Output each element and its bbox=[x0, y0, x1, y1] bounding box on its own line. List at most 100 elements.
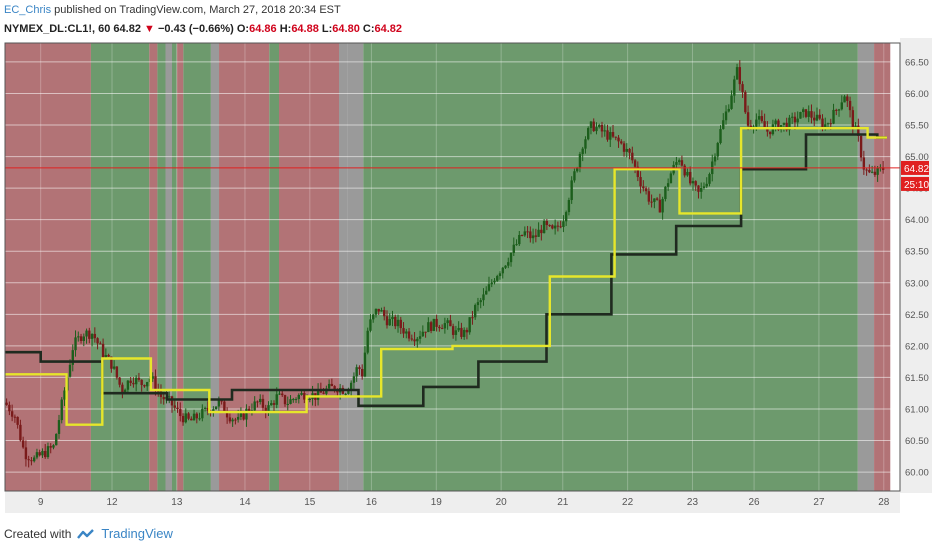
candle-up bbox=[201, 408, 204, 419]
candle-up bbox=[104, 354, 108, 358]
x-tick-label: 15 bbox=[304, 497, 316, 508]
candle-down bbox=[181, 416, 185, 423]
candle-up bbox=[278, 393, 281, 395]
footer: Created with TradingView bbox=[4, 526, 173, 541]
candle-up bbox=[432, 318, 436, 331]
countdown-label: 25:10 bbox=[904, 180, 929, 191]
candle-up bbox=[245, 408, 248, 420]
candle-down bbox=[848, 100, 852, 111]
indicator-lines bbox=[5, 126, 900, 426]
symbol-interval[interactable]: NYMEX_DL:CL1!, 60 bbox=[4, 23, 111, 35]
candle-down bbox=[529, 231, 532, 239]
candle-down bbox=[622, 143, 626, 152]
zone-green bbox=[183, 43, 211, 491]
candle-up bbox=[391, 316, 394, 320]
candle-up bbox=[421, 331, 425, 337]
candle-down bbox=[644, 188, 648, 192]
candle-down bbox=[551, 225, 554, 229]
candle-up bbox=[123, 389, 127, 393]
candle-down bbox=[247, 408, 251, 411]
candle-down bbox=[79, 336, 83, 341]
candle-up bbox=[757, 116, 761, 120]
candle-down bbox=[540, 229, 543, 234]
y-tick-label: 63.00 bbox=[905, 278, 929, 289]
candle-down bbox=[107, 354, 110, 357]
candle-up bbox=[446, 320, 449, 324]
x-tick-label: 27 bbox=[813, 497, 825, 508]
publisher-username[interactable]: EC_Chris bbox=[4, 4, 52, 16]
candle-up bbox=[653, 198, 656, 202]
candle-down bbox=[683, 165, 686, 176]
candle-up bbox=[60, 399, 63, 421]
candle-down bbox=[399, 319, 402, 329]
candle-down bbox=[173, 405, 176, 408]
candle-down bbox=[680, 160, 684, 166]
y-tick-label: 60.00 bbox=[905, 468, 929, 479]
tradingview-brand[interactable]: TradingView bbox=[101, 526, 173, 541]
candle-up bbox=[347, 390, 350, 394]
candle-up bbox=[837, 109, 841, 111]
candle-up bbox=[82, 336, 85, 341]
candle-down bbox=[264, 407, 267, 412]
candles bbox=[5, 60, 885, 468]
publish-header: EC_Chris published on TradingView.com, M… bbox=[4, 4, 341, 16]
candle-down bbox=[121, 384, 124, 393]
candle-up bbox=[55, 433, 58, 446]
candle-down bbox=[766, 128, 769, 132]
candle-up bbox=[501, 267, 504, 274]
candle-down bbox=[385, 316, 389, 326]
candle-up bbox=[275, 394, 278, 405]
candle-down bbox=[195, 413, 199, 419]
candle-down bbox=[242, 413, 245, 420]
candle-up bbox=[512, 244, 515, 253]
candle-up bbox=[815, 114, 819, 121]
candle-down bbox=[741, 84, 744, 93]
candle-down bbox=[137, 377, 141, 380]
candle-down bbox=[360, 368, 364, 377]
candle-up bbox=[253, 401, 256, 411]
candle-up bbox=[570, 180, 573, 201]
candle-down bbox=[303, 392, 306, 400]
candle-down bbox=[132, 382, 135, 385]
x-tick-label: 16 bbox=[366, 497, 378, 508]
candle-up bbox=[236, 416, 240, 420]
candle-up bbox=[372, 314, 375, 320]
candle-up bbox=[496, 276, 499, 281]
candle-down bbox=[760, 116, 764, 122]
candle-down bbox=[88, 330, 91, 339]
candle-up bbox=[198, 418, 201, 420]
candle-up bbox=[609, 132, 612, 140]
y-tick-label: 61.50 bbox=[905, 373, 929, 384]
zone-green bbox=[157, 43, 166, 491]
candle-down bbox=[115, 366, 119, 378]
candle-down bbox=[813, 117, 816, 121]
candle-up bbox=[214, 406, 218, 410]
candle-down bbox=[24, 447, 28, 460]
candle-up bbox=[366, 330, 369, 353]
candle-down bbox=[636, 166, 640, 178]
price-chart[interactable]: 60.00 60.50 61.00 61.50 62.00 62.50 63.00 63.50… bbox=[0, 38, 932, 524]
ohlc-legend: NYMEX_DL:CL1!, 60 64.82 ▼ −0.43 (−0.66%)… bbox=[4, 23, 402, 35]
zone-green bbox=[90, 43, 150, 491]
zone-gray bbox=[165, 43, 173, 491]
candle-down bbox=[451, 326, 455, 335]
candle-up bbox=[843, 96, 846, 103]
candle-down bbox=[154, 376, 157, 391]
candle-up bbox=[691, 181, 695, 184]
candle-up bbox=[388, 319, 391, 326]
candle-up bbox=[297, 394, 300, 400]
candle-up bbox=[396, 319, 400, 327]
candle-up bbox=[523, 231, 527, 236]
candle-up bbox=[661, 198, 664, 213]
candle-down bbox=[118, 377, 121, 385]
created-with-text: Created with bbox=[4, 526, 72, 541]
candle-down bbox=[471, 317, 474, 319]
candle-up bbox=[587, 128, 590, 140]
x-tick-label: 28 bbox=[878, 497, 890, 508]
candle-up bbox=[493, 280, 496, 283]
candle-down bbox=[261, 398, 265, 408]
candle-up bbox=[134, 377, 138, 385]
candle-down bbox=[873, 171, 877, 175]
candle-down bbox=[8, 404, 11, 412]
y-tick-label: 61.00 bbox=[905, 404, 929, 415]
